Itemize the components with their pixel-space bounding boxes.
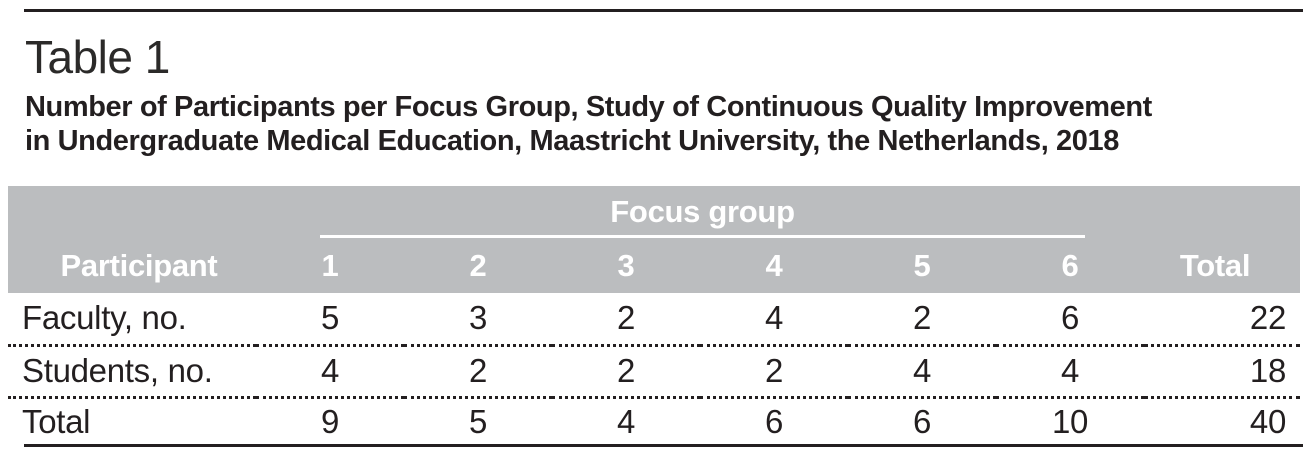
column-header-row: Participant 1 2 3 4 5 6 Total <box>8 238 1301 293</box>
cell: 2 <box>912 299 932 337</box>
table-label: Table 1 <box>25 31 170 83</box>
col-header-group-3: 3 <box>552 238 700 293</box>
table-row-students: Students, no. 4 2 2 2 4 4 18 <box>8 343 1301 397</box>
table-title-line-2: in Undergraduate Medical Education, Maas… <box>25 125 1119 157</box>
table-body: Faculty, no. 5 3 2 4 2 6 22 Students, no… <box>8 293 1301 445</box>
cell: 9 <box>256 395 404 445</box>
row-label: Faculty, no. <box>22 299 187 337</box>
cell: 2 <box>700 343 848 397</box>
row-total: 18 <box>1144 343 1301 397</box>
col-header-group-6: 6 <box>996 238 1145 293</box>
cell: 5 <box>404 395 552 445</box>
row-label: Students, no. <box>8 343 256 397</box>
cell: 4 <box>764 299 784 337</box>
cell: 6 <box>700 395 848 445</box>
group-header-row: Focus group <box>8 186 1301 238</box>
cell: 5 <box>320 299 340 337</box>
col-header-group-2: 2 <box>404 238 552 293</box>
row-label: Total <box>8 395 256 445</box>
top-rule <box>24 9 1303 12</box>
row-total: 40 <box>1144 395 1301 445</box>
group-header-spacer-right <box>1144 186 1301 238</box>
cell: 2 <box>616 299 636 337</box>
table-title-line-1: Number of Participants per Focus Group, … <box>25 91 1152 123</box>
table-row-total: Total 9 5 4 6 6 10 40 <box>8 395 1301 445</box>
table-header: Focus group Participant 1 2 3 4 5 6 Tota… <box>8 186 1301 293</box>
table-title: Number of Participants per Focus Group, … <box>25 90 1311 158</box>
cell: 6 <box>848 395 996 445</box>
cell: 4 <box>552 395 700 445</box>
cell: 2 <box>552 343 700 397</box>
col-header-participant: Participant <box>8 238 256 293</box>
group-header-spacer-left <box>8 186 256 238</box>
col-header-group-5: 5 <box>848 238 996 293</box>
cell: 10 <box>996 395 1145 445</box>
table-row-faculty: Faculty, no. 5 3 2 4 2 6 22 <box>8 293 1300 345</box>
participants-table: Focus group Participant 1 2 3 4 5 6 Tota… <box>8 186 1301 445</box>
cell: 6 <box>1060 299 1080 337</box>
cell: 2 <box>404 343 552 397</box>
col-header-group-1: 1 <box>256 238 404 293</box>
cell: 3 <box>468 299 488 337</box>
cell: 4 <box>848 343 996 397</box>
col-header-total: Total <box>1144 238 1301 293</box>
bottom-rule <box>24 444 1303 447</box>
group-header-focus-group-cell: Focus group <box>256 186 1145 238</box>
col-header-group-4: 4 <box>700 238 848 293</box>
cell: 4 <box>256 343 404 397</box>
focus-group-label: Focus group <box>320 194 1086 238</box>
cell: 4 <box>996 343 1145 397</box>
row-total: 22 <box>1249 299 1287 337</box>
